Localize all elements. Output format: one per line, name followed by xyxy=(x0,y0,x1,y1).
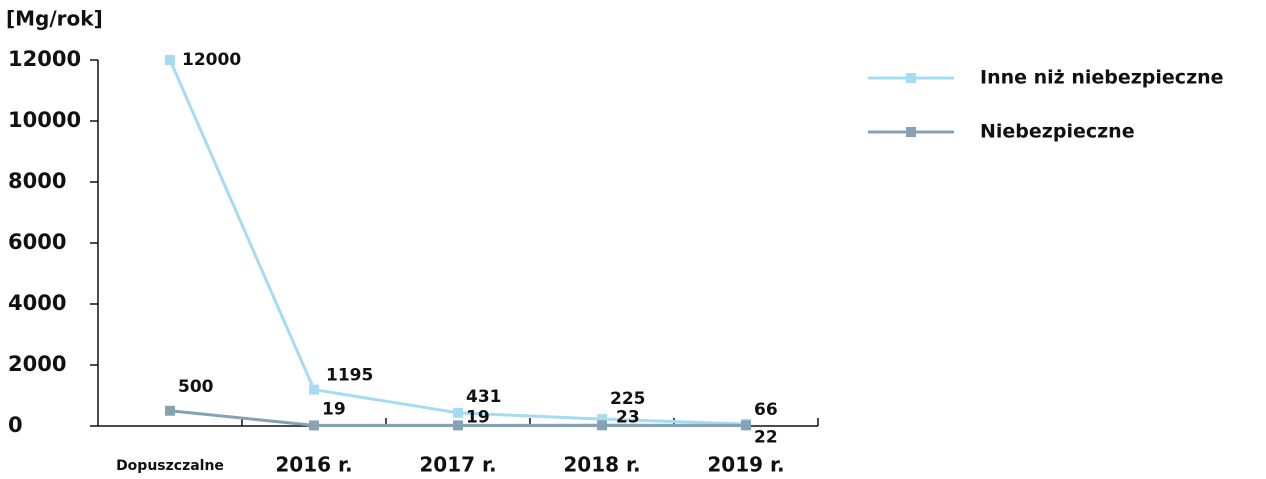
data-label: 225 xyxy=(610,389,646,409)
x-tick-label: 2019 r. xyxy=(707,453,784,477)
marker xyxy=(597,420,607,431)
legend-label: Inne niż niebezpieczne xyxy=(980,67,1224,89)
marker xyxy=(309,420,319,431)
marker xyxy=(597,414,607,425)
marker xyxy=(309,384,319,395)
y-tick-label: 12000 xyxy=(8,47,81,71)
legend-label: Niebezpieczne xyxy=(980,121,1135,143)
x-tick-label: 2016 r. xyxy=(275,453,352,477)
data-label: 431 xyxy=(466,387,502,407)
y-tick-label: 10000 xyxy=(8,108,81,132)
marker xyxy=(165,405,175,416)
data-label: 500 xyxy=(178,377,214,397)
marker xyxy=(453,420,463,431)
data-label: 66 xyxy=(754,400,778,420)
y-tick-label: 0 xyxy=(8,413,23,437)
legend-marker xyxy=(906,73,916,83)
data-label: 1195 xyxy=(326,366,373,386)
data-label: 22 xyxy=(754,427,778,447)
marker xyxy=(453,407,463,418)
y-tick-label: 2000 xyxy=(8,352,66,376)
y-tick-label: 4000 xyxy=(8,291,66,315)
data-label: 23 xyxy=(616,407,640,427)
marker xyxy=(741,420,751,431)
y-axis-label: [Mg/rok] xyxy=(6,7,103,31)
data-label: 12000 xyxy=(182,50,241,70)
series-line xyxy=(168,59,747,426)
x-tick-label: Dopuszczalne xyxy=(116,458,224,474)
marker xyxy=(165,55,175,65)
x-tick-label: 2018 r. xyxy=(563,453,640,477)
data-label: 19 xyxy=(466,407,490,427)
legend-marker xyxy=(906,127,916,137)
data-label: 19 xyxy=(322,399,346,419)
y-tick-label: 8000 xyxy=(8,169,66,193)
x-tick-label: 2017 r. xyxy=(419,453,496,477)
y-tick-label: 6000 xyxy=(8,230,66,254)
